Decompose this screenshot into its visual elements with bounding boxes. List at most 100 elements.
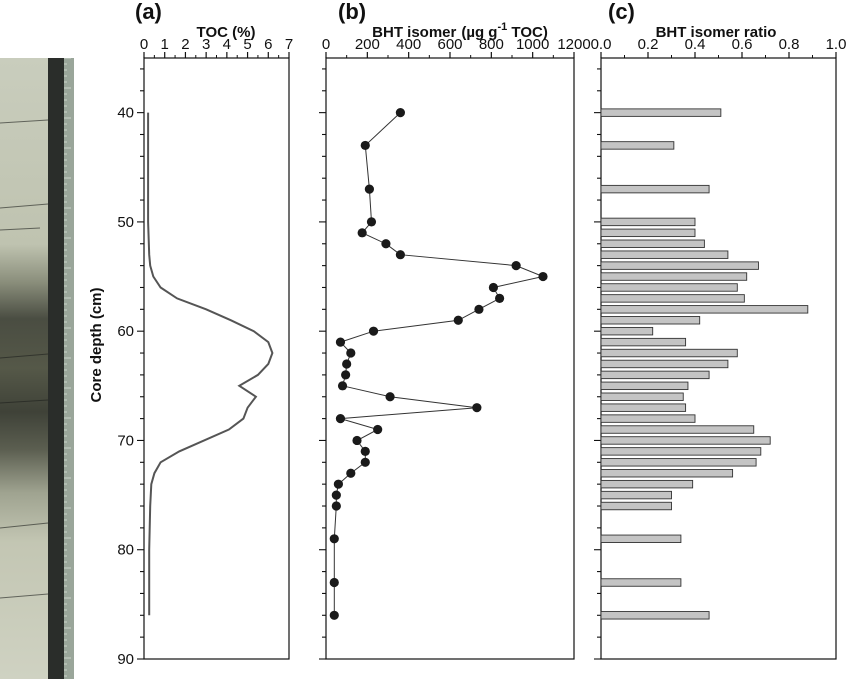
bht-point bbox=[472, 403, 482, 413]
ratio-bar bbox=[600, 316, 701, 325]
ratio-bar bbox=[600, 184, 710, 194]
panel-a-title: TOC (%) bbox=[197, 24, 256, 41]
ratio-bar bbox=[600, 326, 654, 336]
ratio-bar bbox=[600, 403, 687, 412]
bht-point bbox=[373, 424, 383, 435]
sediment-core-photo-icon bbox=[0, 58, 74, 679]
bht-point bbox=[329, 577, 339, 588]
ratio-bar bbox=[600, 250, 729, 259]
x-tick-label: 400 bbox=[396, 36, 421, 53]
ratio-bar bbox=[600, 337, 687, 347]
x-tick-label: 1000 bbox=[516, 36, 549, 53]
x-tick-label: 0.4 bbox=[685, 36, 706, 53]
bht-point bbox=[511, 261, 521, 271]
panel-c-title: BHT isomer ratio bbox=[656, 24, 777, 41]
x-tick-label: 0 bbox=[140, 36, 148, 53]
bht-point bbox=[335, 337, 346, 347]
bht-point bbox=[352, 435, 362, 446]
ratio-bar bbox=[600, 217, 696, 227]
ratio-bars bbox=[600, 108, 809, 620]
bht-point bbox=[346, 348, 356, 358]
ratio-bar bbox=[600, 479, 694, 489]
bht-point bbox=[368, 326, 379, 336]
bht-point bbox=[474, 304, 484, 314]
bht-point bbox=[346, 468, 356, 478]
bht-point bbox=[331, 490, 341, 500]
ratio-bar bbox=[600, 611, 710, 620]
ratio-bar bbox=[600, 414, 696, 423]
panel-b-title-main: BHT isomer bbox=[372, 24, 456, 41]
bht-point bbox=[495, 293, 505, 303]
panel-b-letter: (b) bbox=[338, 0, 366, 24]
ratio-bar bbox=[600, 294, 745, 303]
bht-point bbox=[329, 534, 339, 544]
panel-b-title: BHT isomer (µg g-1 TOC) bbox=[372, 21, 548, 41]
bht-point bbox=[335, 414, 346, 424]
x-tick-label: 7 bbox=[285, 36, 293, 53]
panel-a-frame bbox=[143, 57, 290, 660]
bht-point bbox=[385, 392, 395, 402]
ratio-bar bbox=[600, 392, 684, 401]
bht-point bbox=[364, 184, 374, 194]
ratio-bar bbox=[600, 141, 675, 150]
x-tick-label: 1 bbox=[161, 36, 169, 53]
x-tick-label: 4 bbox=[223, 36, 231, 53]
y-tick-label: 50 bbox=[117, 214, 134, 231]
y-tick-label: 80 bbox=[117, 542, 134, 559]
ratio-bar bbox=[600, 272, 748, 281]
x-tick-label: 1200 bbox=[557, 36, 590, 53]
bht-point bbox=[395, 250, 405, 260]
x-tick-label: 0 bbox=[322, 36, 330, 53]
x-tick-label: 6 bbox=[264, 36, 272, 53]
ratio-bar bbox=[600, 228, 696, 238]
y-tick-label: 60 bbox=[117, 323, 134, 340]
bht-point bbox=[538, 271, 548, 282]
ratio-bar bbox=[600, 359, 729, 369]
ratio-bar bbox=[600, 425, 755, 434]
x-tick-label: 0.8 bbox=[779, 36, 800, 53]
y-axis-title: Core depth (cm) bbox=[88, 287, 105, 402]
ratio-bar bbox=[600, 490, 672, 500]
ratio-bar bbox=[600, 261, 759, 270]
bht-point bbox=[331, 501, 341, 511]
ratio-bar bbox=[600, 501, 672, 511]
y-tick-label: 40 bbox=[117, 105, 134, 122]
bht-point bbox=[357, 228, 367, 238]
x-tick-label: 0.0 bbox=[591, 36, 612, 53]
panel-a-y-axis: 40 50 60 70 80 90 bbox=[117, 68, 144, 668]
bht-point bbox=[366, 217, 377, 227]
panel-b-title-unit: (µg g bbox=[461, 24, 497, 41]
bht-point bbox=[381, 239, 391, 249]
x-tick-label: 200 bbox=[355, 36, 380, 53]
panel-c-x-axis: 0.0 0.2 0.4 0.6 0.8 1.0 bbox=[591, 36, 846, 58]
sediment-core-photo bbox=[0, 58, 74, 679]
x-tick-label: 0.6 bbox=[732, 36, 753, 53]
ratio-bar bbox=[600, 283, 738, 292]
ratio-bar bbox=[600, 436, 771, 445]
ratio-bar bbox=[600, 305, 809, 314]
panel-b-x-axis: 0 200 400 600 800 1000 1200 bbox=[322, 36, 591, 58]
bht-point bbox=[360, 457, 370, 467]
panel-b-title-sup: -1 bbox=[497, 21, 507, 33]
ratio-bar bbox=[600, 534, 682, 543]
bht-point bbox=[329, 610, 339, 620]
ratio-bar bbox=[600, 447, 762, 456]
panel-b: (b) BHT isomer (µg g-1 TOC) 0 200 400 600 800… bbox=[319, 0, 591, 660]
bht-point bbox=[488, 282, 498, 293]
panel-c: (c) BHT isomer ratio 0.0 0.2 0.4 0.6 0.8 1.0 bbox=[591, 0, 846, 660]
bht-point bbox=[395, 108, 405, 118]
y-tick-label: 90 bbox=[117, 651, 134, 668]
bht-point bbox=[342, 359, 352, 369]
ratio-bar bbox=[600, 239, 705, 248]
x-tick-label: 2 bbox=[181, 36, 189, 53]
x-tick-label: 5 bbox=[243, 36, 251, 53]
bht-point bbox=[453, 315, 463, 325]
x-tick-label: 600 bbox=[437, 36, 462, 53]
ratio-bar bbox=[600, 108, 722, 117]
panel-c-letter: (c) bbox=[608, 0, 635, 24]
bht-point bbox=[333, 479, 343, 489]
ratio-bar bbox=[600, 578, 682, 587]
